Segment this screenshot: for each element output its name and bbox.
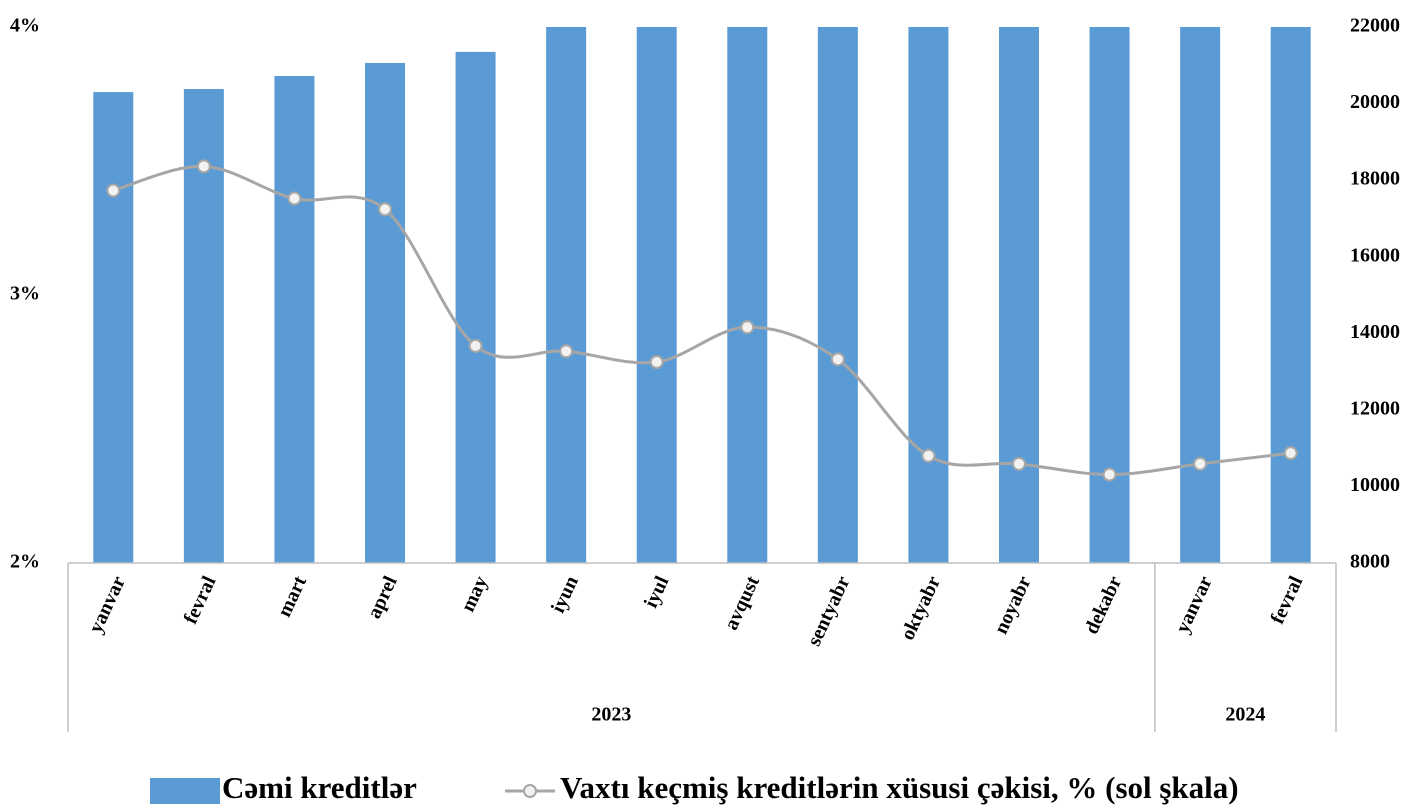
line-marker [378,202,392,217]
bar [817,27,858,563]
x-tick-label: iyul [640,572,674,611]
y2-tick-label: 10000 [1350,474,1400,496]
y2-tick-label: 18000 [1350,168,1400,190]
y-tick-label: 4% [10,15,40,37]
bar [999,27,1039,563]
y2-tick-label: 12000 [1350,397,1400,419]
line-marker [468,338,483,353]
line-marker [196,159,211,174]
y2-tick-label: 22000 [1350,15,1400,37]
bar [365,62,405,563]
bar [546,27,587,563]
bar [727,27,768,563]
y-tick-label: 3% [10,283,40,305]
x-tick-label: fevral [179,572,220,627]
bar [93,92,134,563]
line-marker [1102,467,1117,482]
line-marker [1193,456,1208,471]
x-tick-label: aprel [363,572,402,622]
bar [455,51,496,564]
x-tick-label: yanvar [1172,573,1217,637]
line-marker [921,448,936,463]
bar [908,27,949,563]
line-marker [830,352,845,367]
x-tick-label: iyun [547,573,583,617]
bar [274,76,315,564]
line-marker [559,344,574,359]
group-label: 2023 [591,704,631,726]
y2-tick-label: 16000 [1350,244,1400,266]
legend-swatch [150,778,220,804]
line-marker [649,355,664,369]
x-tick-label: sentyabr [803,573,854,650]
y2-tick-label: 14000 [1350,321,1400,343]
legend-label: Vaxtı keçmiş kreditlərin xüsusi çəkisi, … [560,770,1239,805]
group-label: 2024 [1225,704,1265,726]
x-tick-label: mart [273,572,311,620]
y2-tick-label: 20000 [1350,91,1400,113]
x-tick-label: noyabr [990,573,1036,638]
bar [1270,27,1311,563]
x-tick-label: may [457,573,492,616]
line [112,164,1291,477]
x-tick-label: fevral [1266,572,1307,627]
legend-marker [523,784,537,798]
bar [636,27,677,563]
line-marker [287,191,302,206]
x-tick-label: oktyabr [897,573,946,644]
bar [1089,27,1130,563]
x-tick-label: dekabr [1080,573,1126,638]
x-tick-label: avqust [720,572,764,633]
line-marker [1283,446,1298,461]
legend-label: Cəmi kreditlər [222,770,417,805]
line-marker [740,320,755,335]
y2-tick-label: 8000 [1350,551,1390,573]
line-marker [106,183,121,198]
x-tick-label: yanvar [85,573,130,637]
line-marker [1012,456,1026,471]
bar [1180,27,1221,563]
y-tick-label: 2% [10,551,40,573]
